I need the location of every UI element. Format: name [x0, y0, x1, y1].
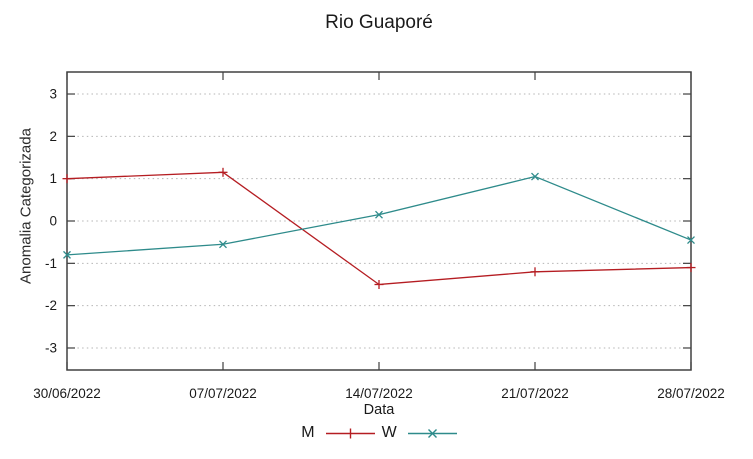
x-axis-label: Data [363, 402, 395, 418]
cross-marker [687, 236, 695, 245]
cross-marker [375, 210, 383, 219]
legend: M W [67, 424, 691, 442]
series-line-w [66, 175, 692, 256]
y-tick-label: 0 [49, 214, 57, 229]
y-tick-label: -1 [45, 256, 57, 271]
y-tick-label: -2 [45, 298, 57, 313]
cross-marker [531, 172, 539, 181]
x-tick-label: 07/07/2022 [189, 386, 257, 401]
y-tick-label: 2 [49, 129, 57, 144]
x-tick-label: 21/07/2022 [501, 386, 569, 401]
y-tick-label: 1 [49, 171, 57, 186]
legend-entry-m: M [301, 424, 375, 442]
legend-sample-w-line [407, 428, 457, 438]
x-tick-label: 14/07/2022 [345, 386, 413, 401]
x-tick-label: 30/06/2022 [33, 386, 101, 401]
y-tick-label: -3 [45, 340, 57, 355]
legend-cross-marker [427, 428, 437, 438]
legend-label-w: W [381, 424, 397, 441]
chart-title: Rio Guaporé [325, 12, 433, 33]
legend-label-m: M [301, 424, 315, 441]
x-tick-label: 28/07/2022 [657, 386, 725, 401]
cross-marker [219, 240, 227, 249]
y-tick-label: 3 [49, 87, 57, 102]
legend-sample-m-line [325, 428, 375, 438]
legend-entry-w: W [382, 424, 457, 442]
cross-marker [63, 250, 71, 259]
series-line-m [66, 171, 692, 286]
